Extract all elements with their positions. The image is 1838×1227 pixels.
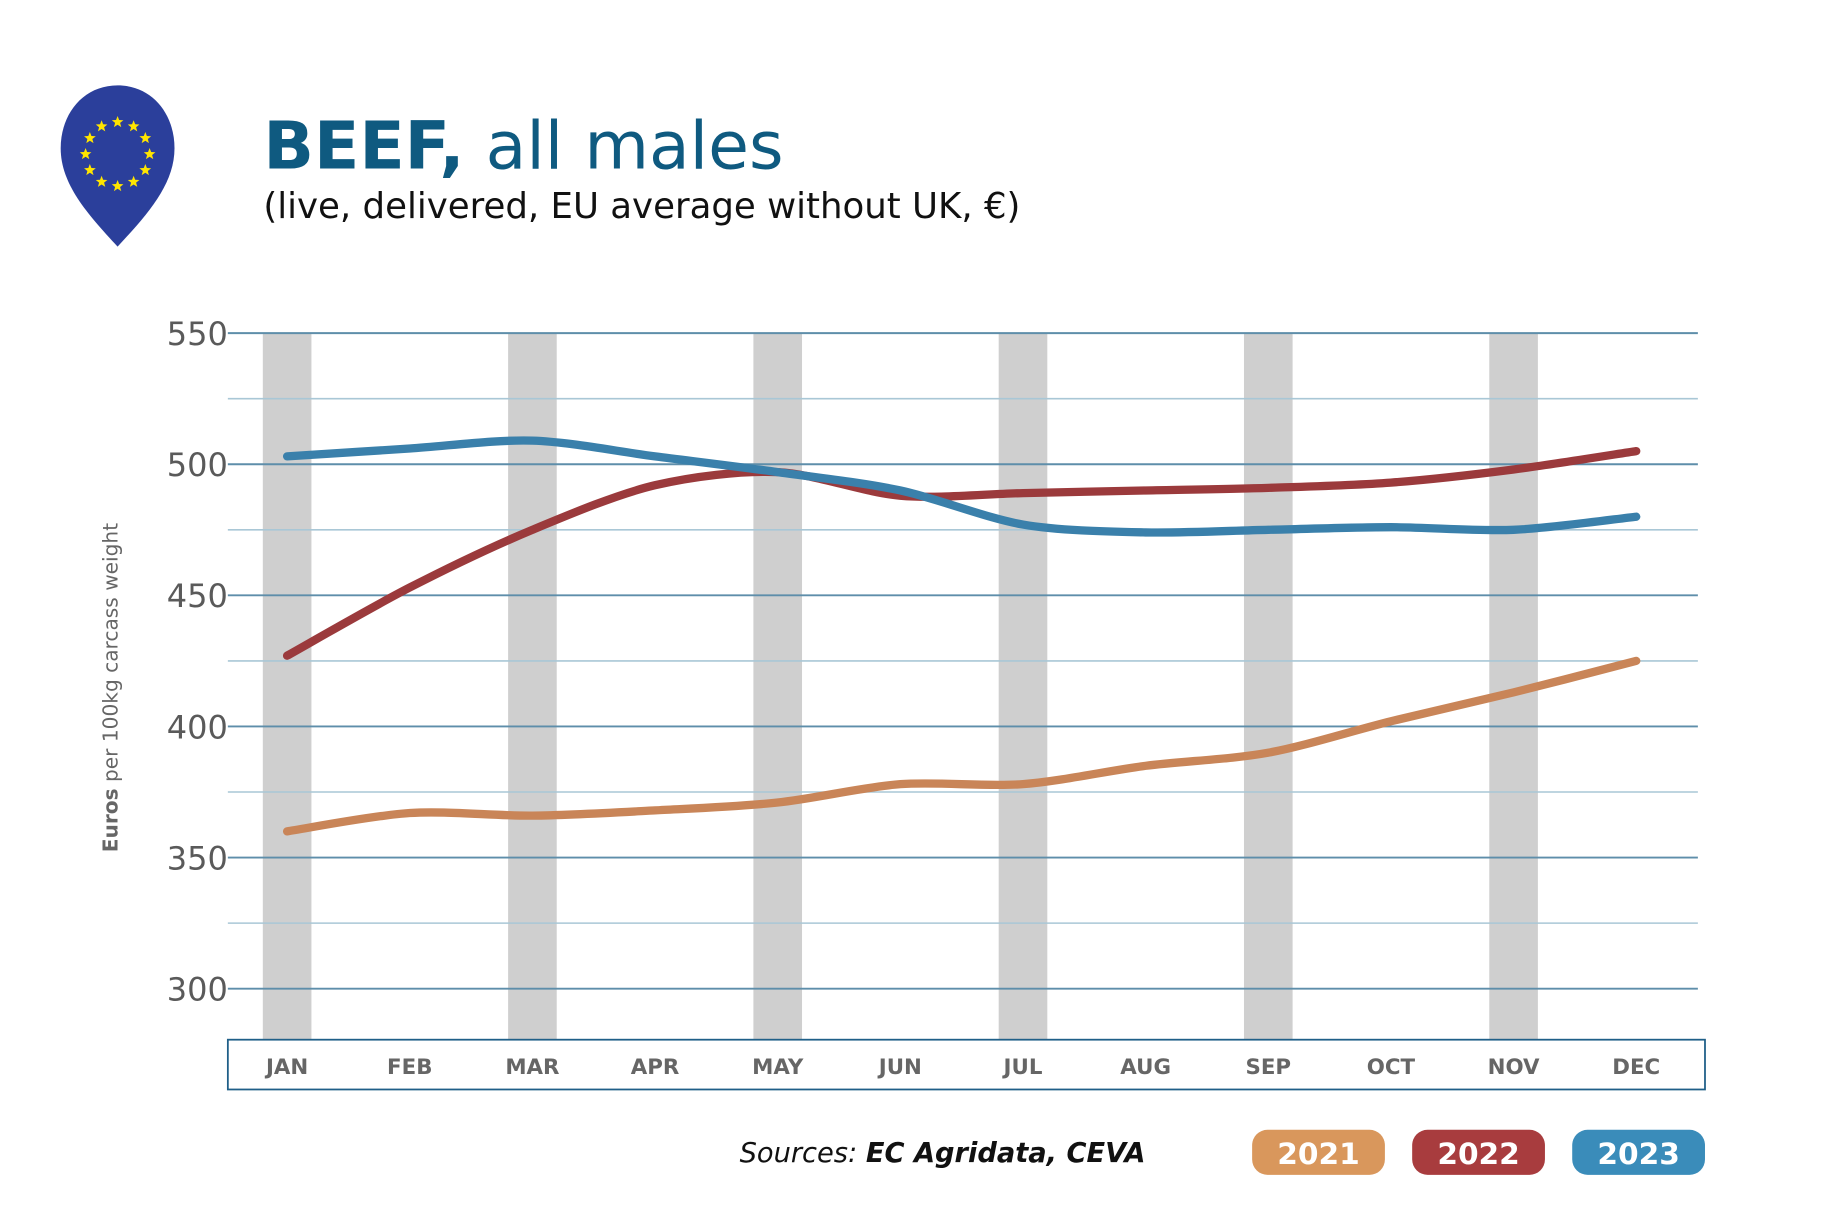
title-bold: BEEF, (263, 106, 464, 184)
x-tick-label: MAR (505, 1055, 559, 1080)
y-tick-label: 450 (167, 577, 228, 615)
x-tick-label: APR (631, 1055, 680, 1080)
x-tick-label: NOV (1488, 1055, 1540, 1080)
x-tick-label: OCT (1367, 1055, 1416, 1080)
x-tick-label: JAN (264, 1055, 308, 1080)
legend-swatch (1572, 1129, 1705, 1175)
legend-swatch (1252, 1129, 1385, 1175)
star-icon (79, 147, 92, 160)
x-tick-label: FEB (387, 1055, 432, 1080)
x-tick-label: DEC (1612, 1055, 1660, 1080)
legend-item-2022[interactable]: 2022 (1412, 1129, 1545, 1175)
series-line-2022 (282, 446, 1641, 660)
x-tick-label: JUL (1002, 1055, 1043, 1080)
x-tick-label: AUG (1120, 1055, 1171, 1080)
column-stripe (508, 333, 557, 1040)
series-line-2023 (282, 436, 1641, 537)
star-icon (111, 179, 124, 192)
star-icon (111, 115, 124, 128)
column-stripe (1243, 333, 1293, 1040)
subtitle: (live, delivered, EU average without UK,… (263, 186, 1020, 227)
y-axis-label: Euros per 100kg carcass weight (99, 523, 123, 852)
y-tick-label: 550 (167, 315, 228, 353)
column-stripe (998, 333, 1048, 1040)
title-rest: all males (465, 106, 784, 184)
star-icon (84, 163, 96, 176)
x-axis-box (226, 1038, 1706, 1091)
legend-label: 2021 (1277, 1136, 1359, 1171)
y-tick-label: 300 (167, 971, 228, 1009)
legend-label: 2022 (1437, 1136, 1519, 1171)
series-line-2021 (282, 656, 1641, 836)
star-icon (95, 175, 108, 187)
star-icon (127, 175, 140, 187)
x-tick-label: SEP (1246, 1055, 1292, 1080)
y-tick-label: 350 (167, 839, 228, 877)
star-icon (127, 120, 140, 132)
column-stripe (753, 333, 803, 1040)
y-tick-label: 500 (167, 446, 228, 484)
eu-flag-map-pin-icon (60, 85, 175, 247)
star-icon (95, 120, 108, 132)
star-icon (139, 131, 152, 144)
legend: 2021 2022 2023 (1252, 1129, 1705, 1175)
star-icon (143, 147, 156, 160)
plot-area: 300 350 400 450 500 550 JAN FEB MAR APR MAY JUN JUL A… (167, 315, 1698, 1080)
x-tick-label: MAY (752, 1055, 804, 1080)
sources-text: Sources: EC Agridata, CEVA (740, 1138, 1146, 1169)
legend-item-2021[interactable]: 2021 (1252, 1129, 1385, 1175)
legend-label: 2023 (1597, 1136, 1679, 1171)
x-tick-label: JUN (877, 1055, 922, 1080)
star-icon (84, 131, 96, 144)
star-icon (139, 163, 152, 176)
legend-item-2023[interactable]: 2023 (1572, 1129, 1705, 1175)
page-title: BEEF, all males (263, 106, 783, 184)
legend-swatch (1412, 1129, 1545, 1175)
column-stripe (262, 333, 312, 1040)
y-tick-label: 400 (167, 708, 228, 746)
